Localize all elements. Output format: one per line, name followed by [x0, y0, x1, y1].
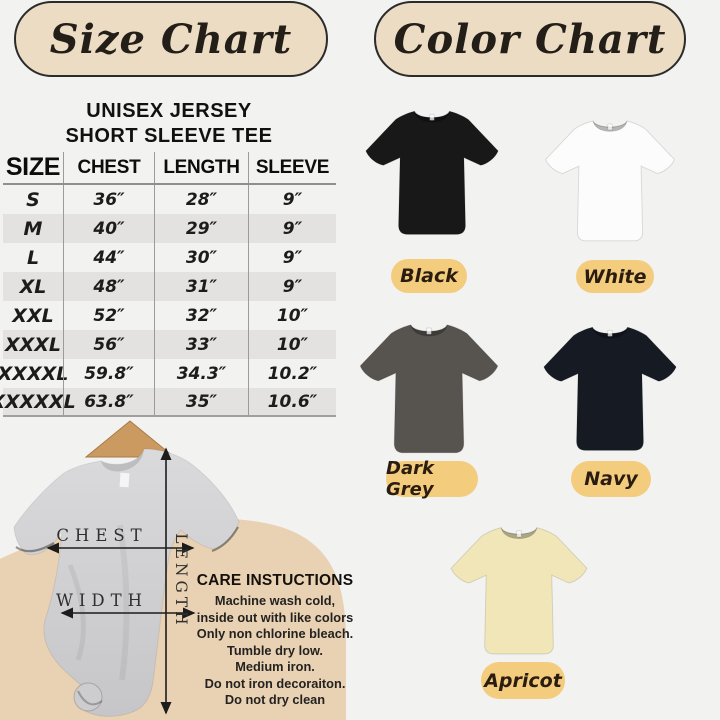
chest-cell: 36″ — [63, 185, 154, 214]
size-cell: XXXXXL — [0, 390, 76, 413]
measurement-tee-image: CHEST WIDTH LENGTH — [13, 420, 240, 717]
length-cell: 30″ — [154, 243, 248, 272]
care-line: Do not dry clean — [224, 692, 326, 707]
color-chart-title: Color Chart — [393, 15, 667, 63]
sleeve-cell: 9″ — [248, 214, 336, 243]
length-cell: 32″ — [154, 301, 248, 330]
color-label-darkgrey: Dark Grey — [386, 458, 478, 500]
header-cell-length: LENGTH — [154, 152, 248, 183]
table-row: XXL 52″ 32″ 10″ — [3, 301, 336, 330]
sleeve-cell: 9″ — [248, 185, 336, 214]
chest-cell: 40″ — [63, 214, 154, 243]
sleeve-cell: 10.6″ — [248, 388, 336, 415]
tee-collar — [101, 449, 144, 472]
tee-knot — [73, 682, 103, 712]
table-row: XXXXXL 63.8″ 35″ 10.6″ — [0, 388, 336, 417]
length-cell: 33″ — [154, 330, 248, 359]
header-cell-size: SIZE — [5, 153, 61, 181]
table-row: XXXXL 59.8″ 34.3″ 10.2″ — [0, 359, 336, 388]
size-cell: XXL — [12, 304, 54, 327]
color-label-black: Black — [391, 259, 467, 293]
size-cell: XXXXL — [0, 362, 69, 385]
chest-cell: 63.8″ — [63, 388, 154, 415]
length-cell: 29″ — [154, 214, 248, 243]
size-cell: M — [23, 217, 43, 240]
care-line: Machine wash cold, — [214, 593, 336, 608]
color-label-apricot: Apricot — [481, 662, 565, 699]
size-cell: L — [26, 246, 40, 269]
tshirt-darkgrey-image — [359, 324, 499, 454]
product-title: UNISEX JERSEY SHORT SLEEVE TEE — [0, 99, 338, 149]
chest-measure-label: CHEST — [56, 526, 147, 545]
sleeve-cell: 10″ — [248, 330, 336, 359]
size-table-header-row: SIZE CHEST LENGTH SLEEVE — [3, 152, 336, 185]
product-title-line2: SHORT SLEEVE TEE — [65, 125, 273, 147]
table-row: S 36″ 28″ 9″ — [3, 185, 336, 214]
tshirt-apricot-image — [450, 527, 588, 655]
chest-cell: 44″ — [63, 243, 154, 272]
size-cell: XL — [19, 275, 47, 298]
color-label-navy: Navy — [571, 461, 651, 497]
hanger-icon — [84, 420, 176, 458]
chest-cell: 59.8″ — [63, 359, 154, 388]
table-row: L 44″ 30″ 9″ — [3, 243, 336, 272]
table-row: XXXL 56″ 33″ 10″ — [3, 330, 336, 359]
chest-cell: 48″ — [63, 272, 154, 301]
header-cell-chest: CHEST — [63, 152, 154, 183]
size-chart-title: Size Chart — [49, 15, 293, 63]
tshirt-navy-image — [543, 326, 677, 451]
length-cell: 31″ — [154, 272, 248, 301]
care-line: Tumble dry low. — [227, 642, 323, 658]
size-chart-banner: Size Chart — [14, 1, 328, 77]
length-measure-label: LENGTH — [172, 533, 190, 628]
length-cell: 34.3″ — [154, 359, 248, 388]
tee-knot-swirl — [77, 690, 103, 706]
width-measure-label: WIDTH — [56, 591, 148, 610]
care-instructions-title: CARE INSTUCTIONS — [196, 572, 354, 589]
chest-cell: 52″ — [63, 301, 154, 330]
header-cell-sleeve: SLEEVE — [248, 152, 336, 183]
sleeve-cell: 10.2″ — [248, 359, 336, 388]
sleeve-cell: 10″ — [248, 301, 336, 330]
table-row: XL 48″ 31″ 9″ — [3, 272, 336, 301]
care-instructions: CARE INSTUCTIONS Machine wash cold, insi… — [188, 572, 362, 709]
size-cell: XXXL — [4, 333, 62, 356]
grey-tee-shape — [13, 448, 240, 717]
product-title-line1: UNISEX JERSEY — [86, 100, 252, 122]
color-chart-banner: Color Chart — [374, 1, 686, 77]
tshirt-white-image — [545, 120, 675, 242]
care-line: inside out with like colors — [196, 609, 354, 625]
length-cell: 35″ — [154, 388, 248, 415]
tshirt-black-image — [365, 110, 499, 235]
length-cell: 28″ — [154, 185, 248, 214]
table-row: M 40″ 29″ 9″ — [3, 214, 336, 243]
care-line: Medium iron. — [235, 659, 315, 674]
sleeve-cell: 9″ — [248, 272, 336, 301]
care-line: Do not iron decoraiton. — [204, 675, 346, 691]
color-label-white: White — [576, 260, 654, 293]
size-table: SIZE CHEST LENGTH SLEEVE S 36″ 28″ 9″ M … — [0, 152, 336, 417]
care-line: Only non chlorine bleach. — [196, 626, 354, 641]
sleeve-cell: 9″ — [248, 243, 336, 272]
right-cuff-shadow — [211, 526, 239, 553]
tee-neck-tag — [119, 472, 130, 488]
size-cell: S — [26, 188, 40, 211]
chest-cell: 56″ — [63, 330, 154, 359]
